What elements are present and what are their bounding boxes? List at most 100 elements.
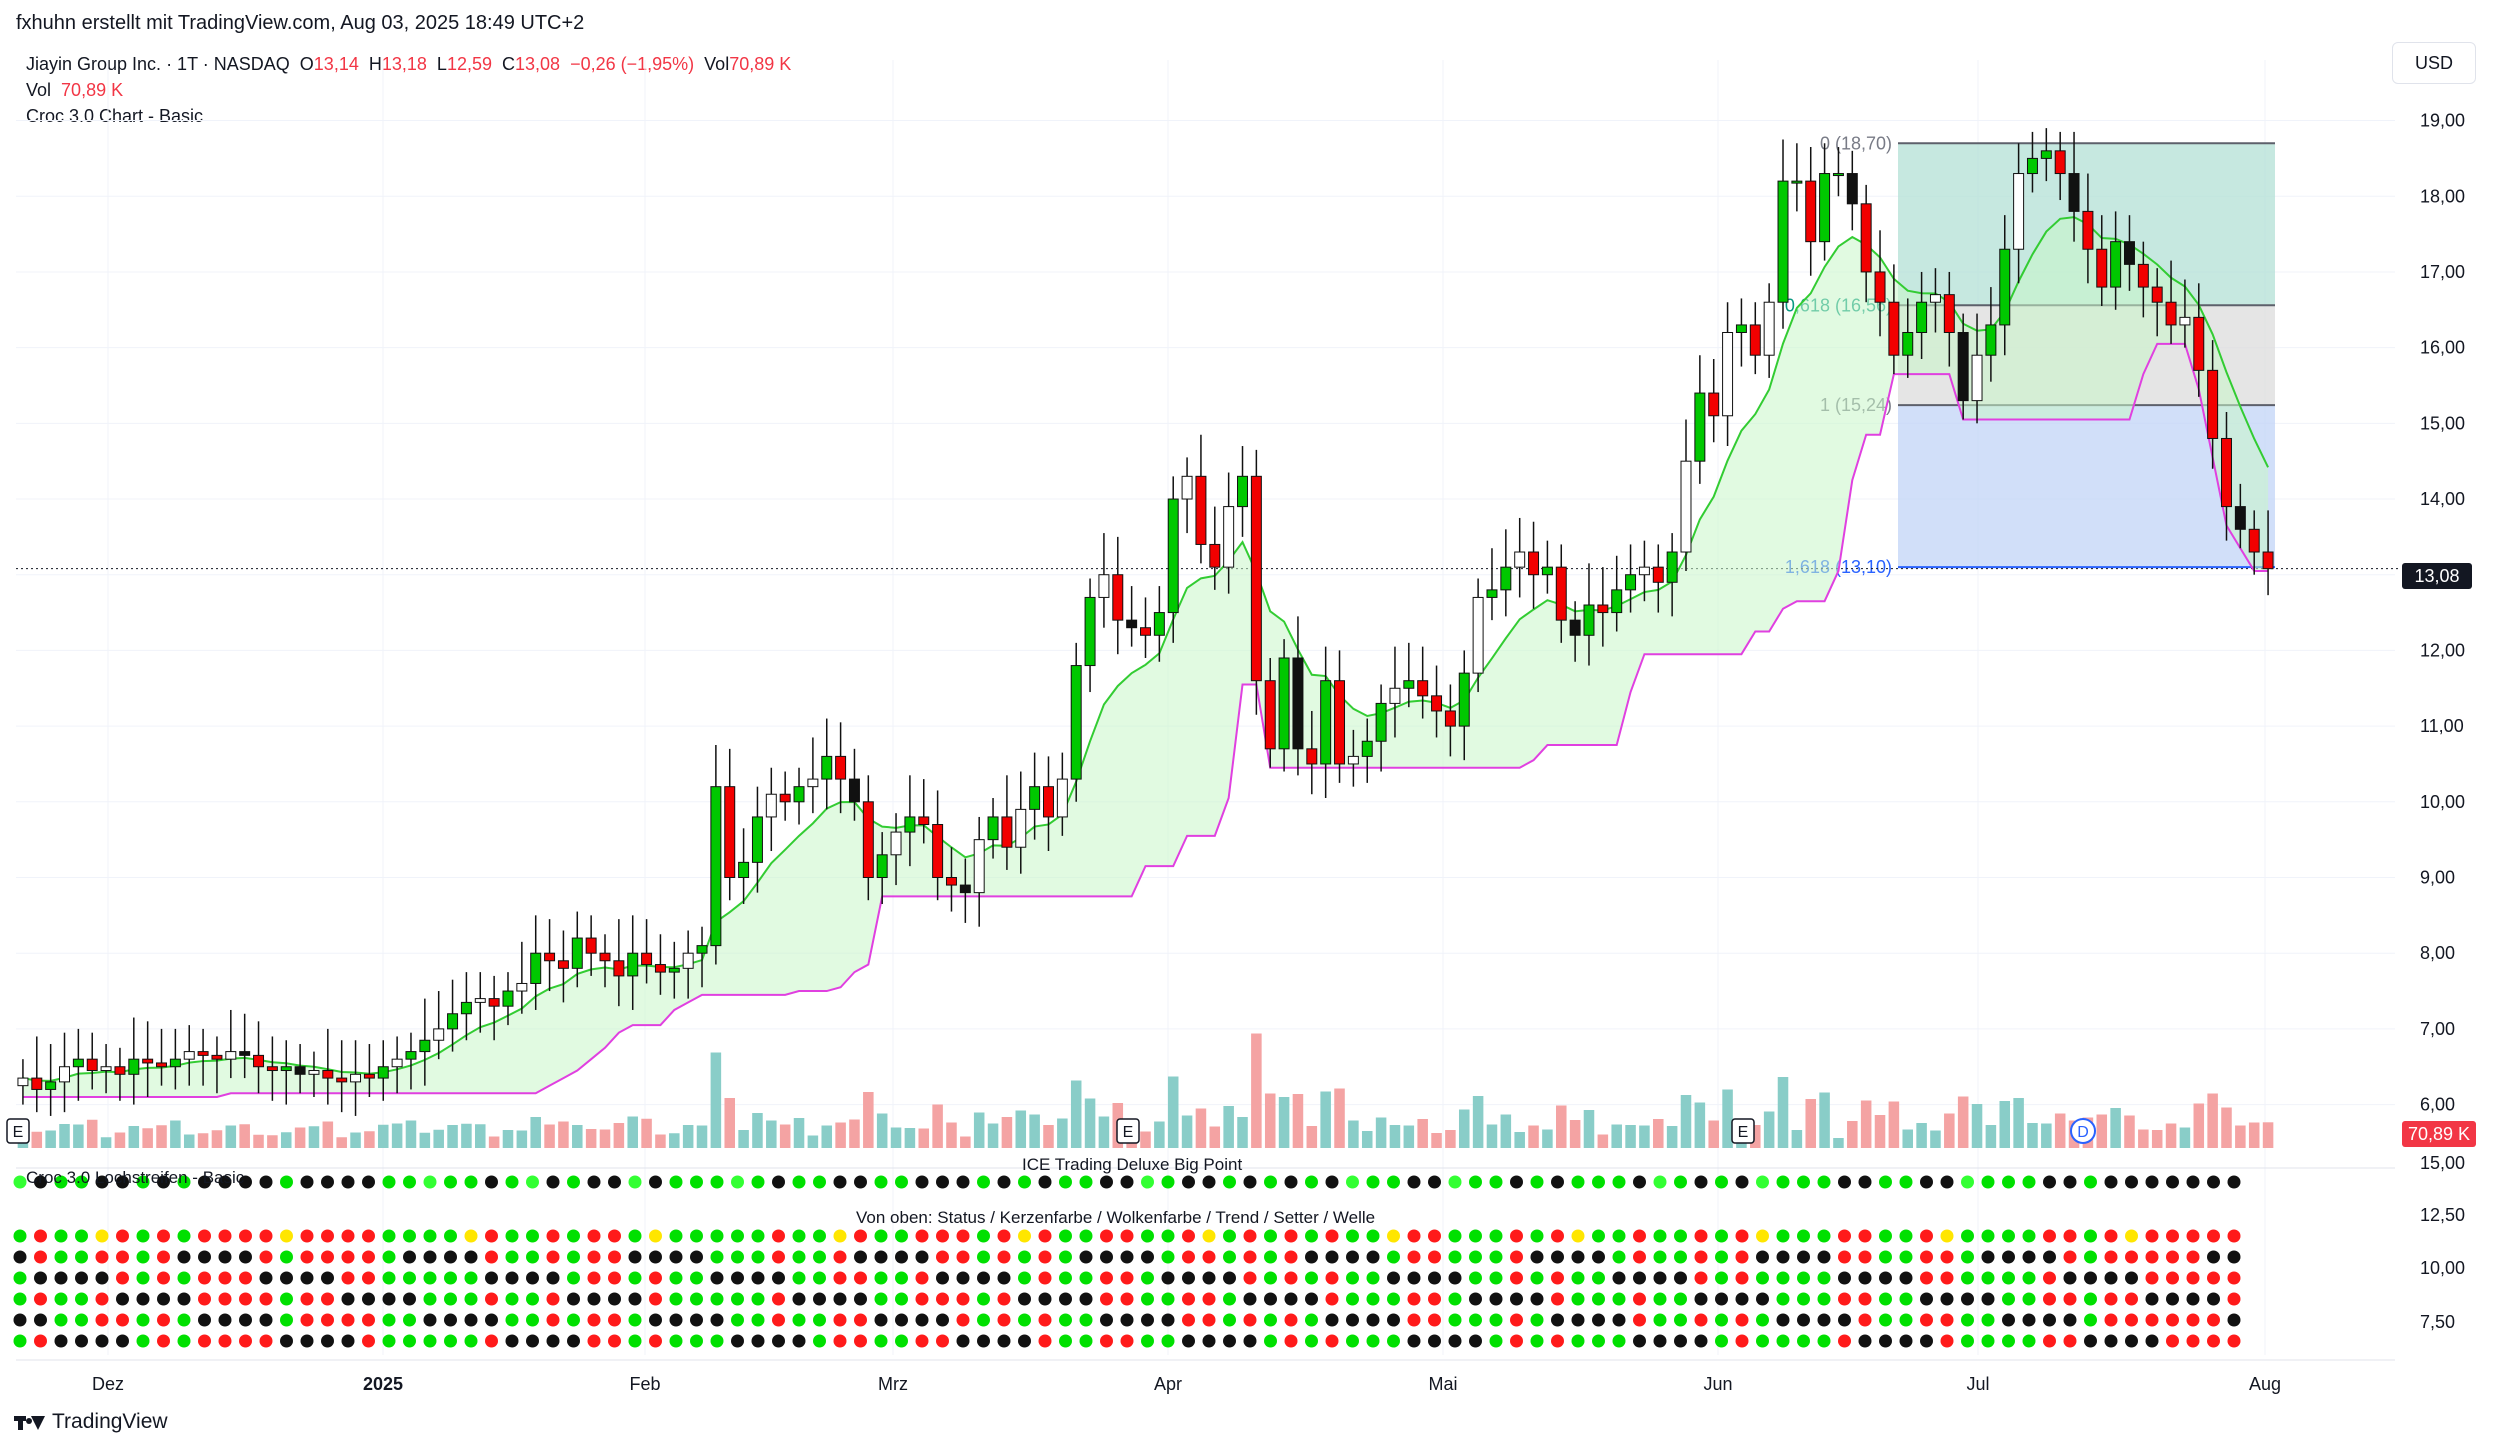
signal-dot [1612,1175,1626,1189]
y-tick-label: 9,00 [2420,868,2455,888]
signal-dot [1141,1229,1154,1243]
signal-dot [1489,1313,1503,1327]
signal-dot [321,1175,334,1189]
signal-dot [198,1313,211,1327]
signal-dot [218,1334,232,1348]
signal-dot [2207,1250,2220,1264]
volume-bar [779,1124,791,1148]
signal-dot [833,1175,847,1189]
signal-dot [218,1250,232,1264]
signal-dot [608,1313,621,1327]
signal-dot [157,1271,170,1285]
signal-dot [1530,1292,1544,1306]
signal-dot [2166,1175,2179,1189]
signal-dot [1387,1334,1400,1348]
candle-body [1777,180,1789,303]
candle-body [571,937,583,969]
volume-bar [1597,1134,1609,1148]
signal-dot [1899,1250,1913,1264]
candle-body [1056,778,1068,818]
tradingview-footer[interactable]: TradingView [14,1410,168,1434]
volume-bar [114,1132,126,1148]
x-tick-label: Apr [1154,1374,1182,1394]
signal-dot [382,1334,396,1348]
signal-dot [1797,1229,1810,1243]
signal-dot [608,1334,621,1348]
signal-dot [1018,1229,1031,1243]
signal-dot [1858,1271,1872,1285]
volume-bar [2138,1129,2149,1148]
signal-dot [423,1334,437,1348]
y-tick-label: 8,00 [2420,943,2455,963]
candle-body [183,1051,195,1060]
signal-dot [567,1292,580,1306]
signal-dot [546,1175,560,1189]
signal-dot [1325,1313,1339,1327]
volume-bar [239,1124,250,1148]
signal-dot [34,1313,47,1327]
volume-bar [766,1120,777,1148]
volume-bar [1361,1131,1373,1148]
signal-dot [1633,1292,1646,1306]
signal-dot [2125,1175,2138,1189]
signal-dot [1674,1271,1687,1285]
signal-dot [1879,1175,1892,1189]
signal-dot [1284,1229,1298,1243]
signal-dot [1284,1271,1298,1285]
signal-dot [464,1175,478,1189]
signal-dot [1325,1271,1339,1285]
signal-dot [2125,1313,2138,1327]
signal-dot [362,1313,375,1327]
signal-dot [2145,1334,2159,1348]
lochstreifen-title: Croc 3.0 Lochstreifen - Basic [26,1168,245,1187]
signal-dot [1346,1334,1359,1348]
signal-dot [362,1271,375,1285]
signal-dot [1346,1313,1359,1327]
signal-dot [1079,1271,1093,1285]
signal-dot [546,1313,560,1327]
signal-dot [1961,1313,1974,1327]
earnings-marker[interactable] [6,1118,30,1144]
signal-dot [628,1250,642,1264]
candle-body [1916,301,1928,334]
candle-body [100,1066,112,1072]
signal-dot [1366,1229,1380,1243]
signal-dot [382,1292,396,1306]
dividend-marker[interactable] [2070,1118,2096,1144]
signal-dot [997,1229,1011,1243]
signal-dot [1284,1175,1298,1189]
signal-dot [341,1175,355,1189]
signal-dot [1264,1175,1277,1189]
volume-bar [350,1132,361,1148]
signal-dot [1961,1250,1974,1264]
signal-dot [198,1334,211,1348]
earnings-marker[interactable] [1116,1118,1140,1144]
signal-dot [997,1334,1011,1348]
signal-dot [177,1271,191,1285]
volume-bar [1251,1033,1262,1148]
signal-dot [1510,1292,1523,1306]
signal-dot [2227,1250,2241,1264]
signal-dot [977,1292,990,1306]
signal-dot [669,1334,683,1348]
signal-dot [1243,1271,1257,1285]
volume-bar [516,1130,528,1148]
currency-button[interactable]: USD [2392,42,2476,84]
signal-dot [2145,1250,2159,1264]
signal-dot [1264,1292,1277,1306]
signal-dot [321,1250,334,1264]
earnings-marker[interactable] [1731,1118,1755,1144]
candle-body [1084,596,1096,667]
signal-dot [1325,1292,1339,1306]
signal-dot [1838,1334,1851,1348]
signal-dot [1694,1292,1708,1306]
signal-dot [1469,1313,1482,1327]
signal-dot [567,1313,580,1327]
volume-bar [1653,1119,1664,1148]
symbol-legend[interactable]: Jiayin Group Inc. · 1T · NASDAQ O13,14 H… [26,54,791,75]
signal-dot [1038,1292,1052,1306]
candle-body [225,1051,237,1060]
signal-dot [1284,1334,1298,1348]
candle-body [516,982,528,992]
